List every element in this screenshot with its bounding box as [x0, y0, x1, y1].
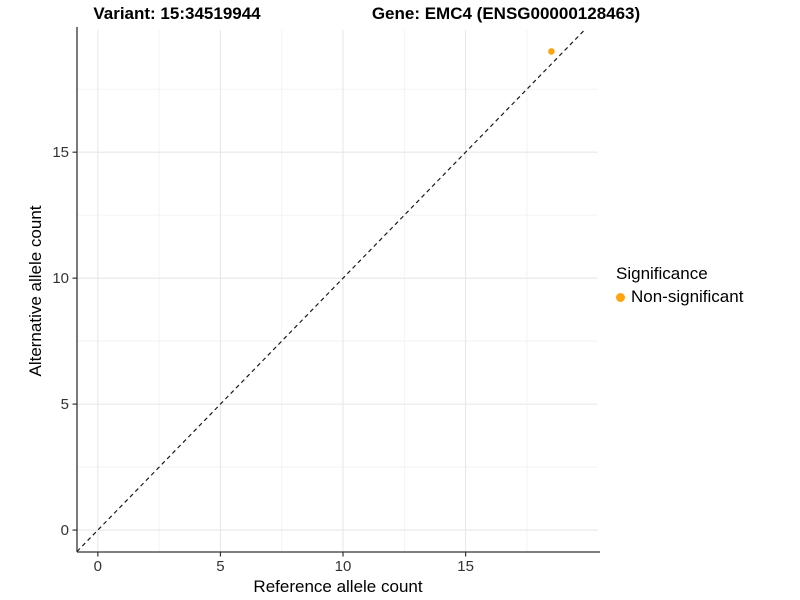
- y-tick-label: 5: [61, 396, 69, 413]
- x-axis-title: Reference allele count: [253, 577, 423, 596]
- plot-title-gene: Gene: EMC4 (ENSG00000128463): [371, 4, 641, 23]
- plot-title-variant: Variant: 15:34519944: [93, 4, 261, 23]
- x-tick-label: 15: [457, 558, 474, 575]
- x-tick-label: 10: [335, 558, 352, 575]
- legend-item: Non-significant: [616, 287, 743, 307]
- data-point: [548, 48, 555, 55]
- legend-dot-icon: [616, 292, 625, 302]
- legend-title: Significance: [616, 264, 708, 283]
- y-tick-label: 0: [61, 522, 69, 539]
- identity-line: [76, 29, 585, 552]
- y-axis-title: Alternative allele count: [26, 205, 45, 377]
- legend-item-label: Non-significant: [631, 287, 744, 306]
- legend: Significance Non-significant: [616, 264, 743, 307]
- x-tick-label: 5: [216, 558, 224, 575]
- y-tick-label: 10: [52, 270, 69, 287]
- x-tick-label: 0: [94, 558, 102, 575]
- y-tick-label: 15: [52, 144, 69, 161]
